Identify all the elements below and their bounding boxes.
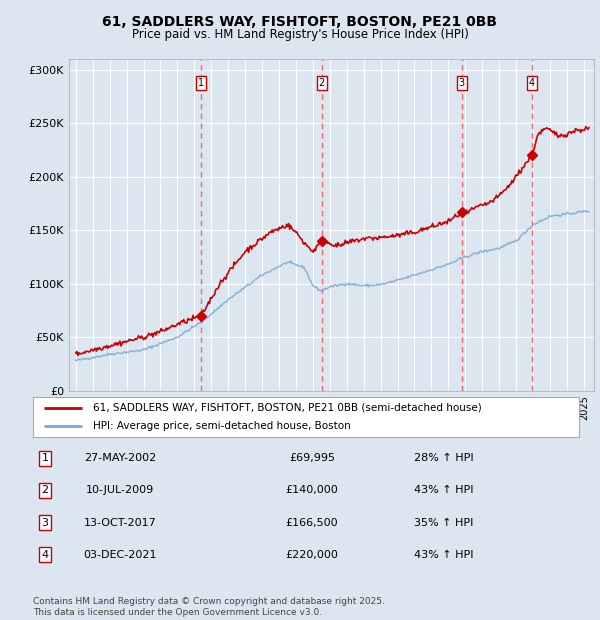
Text: 61, SADDLERS WAY, FISHTOFT, BOSTON, PE21 0BB: 61, SADDLERS WAY, FISHTOFT, BOSTON, PE21…: [103, 16, 497, 30]
Text: 35% ↑ HPI: 35% ↑ HPI: [415, 518, 473, 528]
Text: 3: 3: [458, 78, 465, 88]
Text: £69,995: £69,995: [289, 453, 335, 463]
Text: 3: 3: [41, 518, 49, 528]
Text: 43% ↑ HPI: 43% ↑ HPI: [414, 550, 474, 560]
Text: £220,000: £220,000: [286, 550, 338, 560]
Text: 1: 1: [41, 453, 49, 463]
Text: 28% ↑ HPI: 28% ↑ HPI: [414, 453, 474, 463]
Text: 61, SADDLERS WAY, FISHTOFT, BOSTON, PE21 0BB (semi-detached house): 61, SADDLERS WAY, FISHTOFT, BOSTON, PE21…: [93, 402, 482, 413]
Text: £166,500: £166,500: [286, 518, 338, 528]
Text: HPI: Average price, semi-detached house, Boston: HPI: Average price, semi-detached house,…: [93, 421, 351, 432]
Text: 43% ↑ HPI: 43% ↑ HPI: [414, 485, 474, 495]
Text: 27-MAY-2002: 27-MAY-2002: [84, 453, 156, 463]
Text: 10-JUL-2009: 10-JUL-2009: [86, 485, 154, 495]
Text: 4: 4: [529, 78, 535, 88]
Text: 2: 2: [41, 485, 49, 495]
Text: 03-DEC-2021: 03-DEC-2021: [83, 550, 157, 560]
Text: Contains HM Land Registry data © Crown copyright and database right 2025.
This d: Contains HM Land Registry data © Crown c…: [33, 598, 385, 617]
Text: 2: 2: [319, 78, 325, 88]
Text: 13-OCT-2017: 13-OCT-2017: [83, 518, 157, 528]
Text: 1: 1: [198, 78, 205, 88]
Text: Price paid vs. HM Land Registry's House Price Index (HPI): Price paid vs. HM Land Registry's House …: [131, 28, 469, 41]
Text: 4: 4: [41, 550, 49, 560]
Text: £140,000: £140,000: [286, 485, 338, 495]
